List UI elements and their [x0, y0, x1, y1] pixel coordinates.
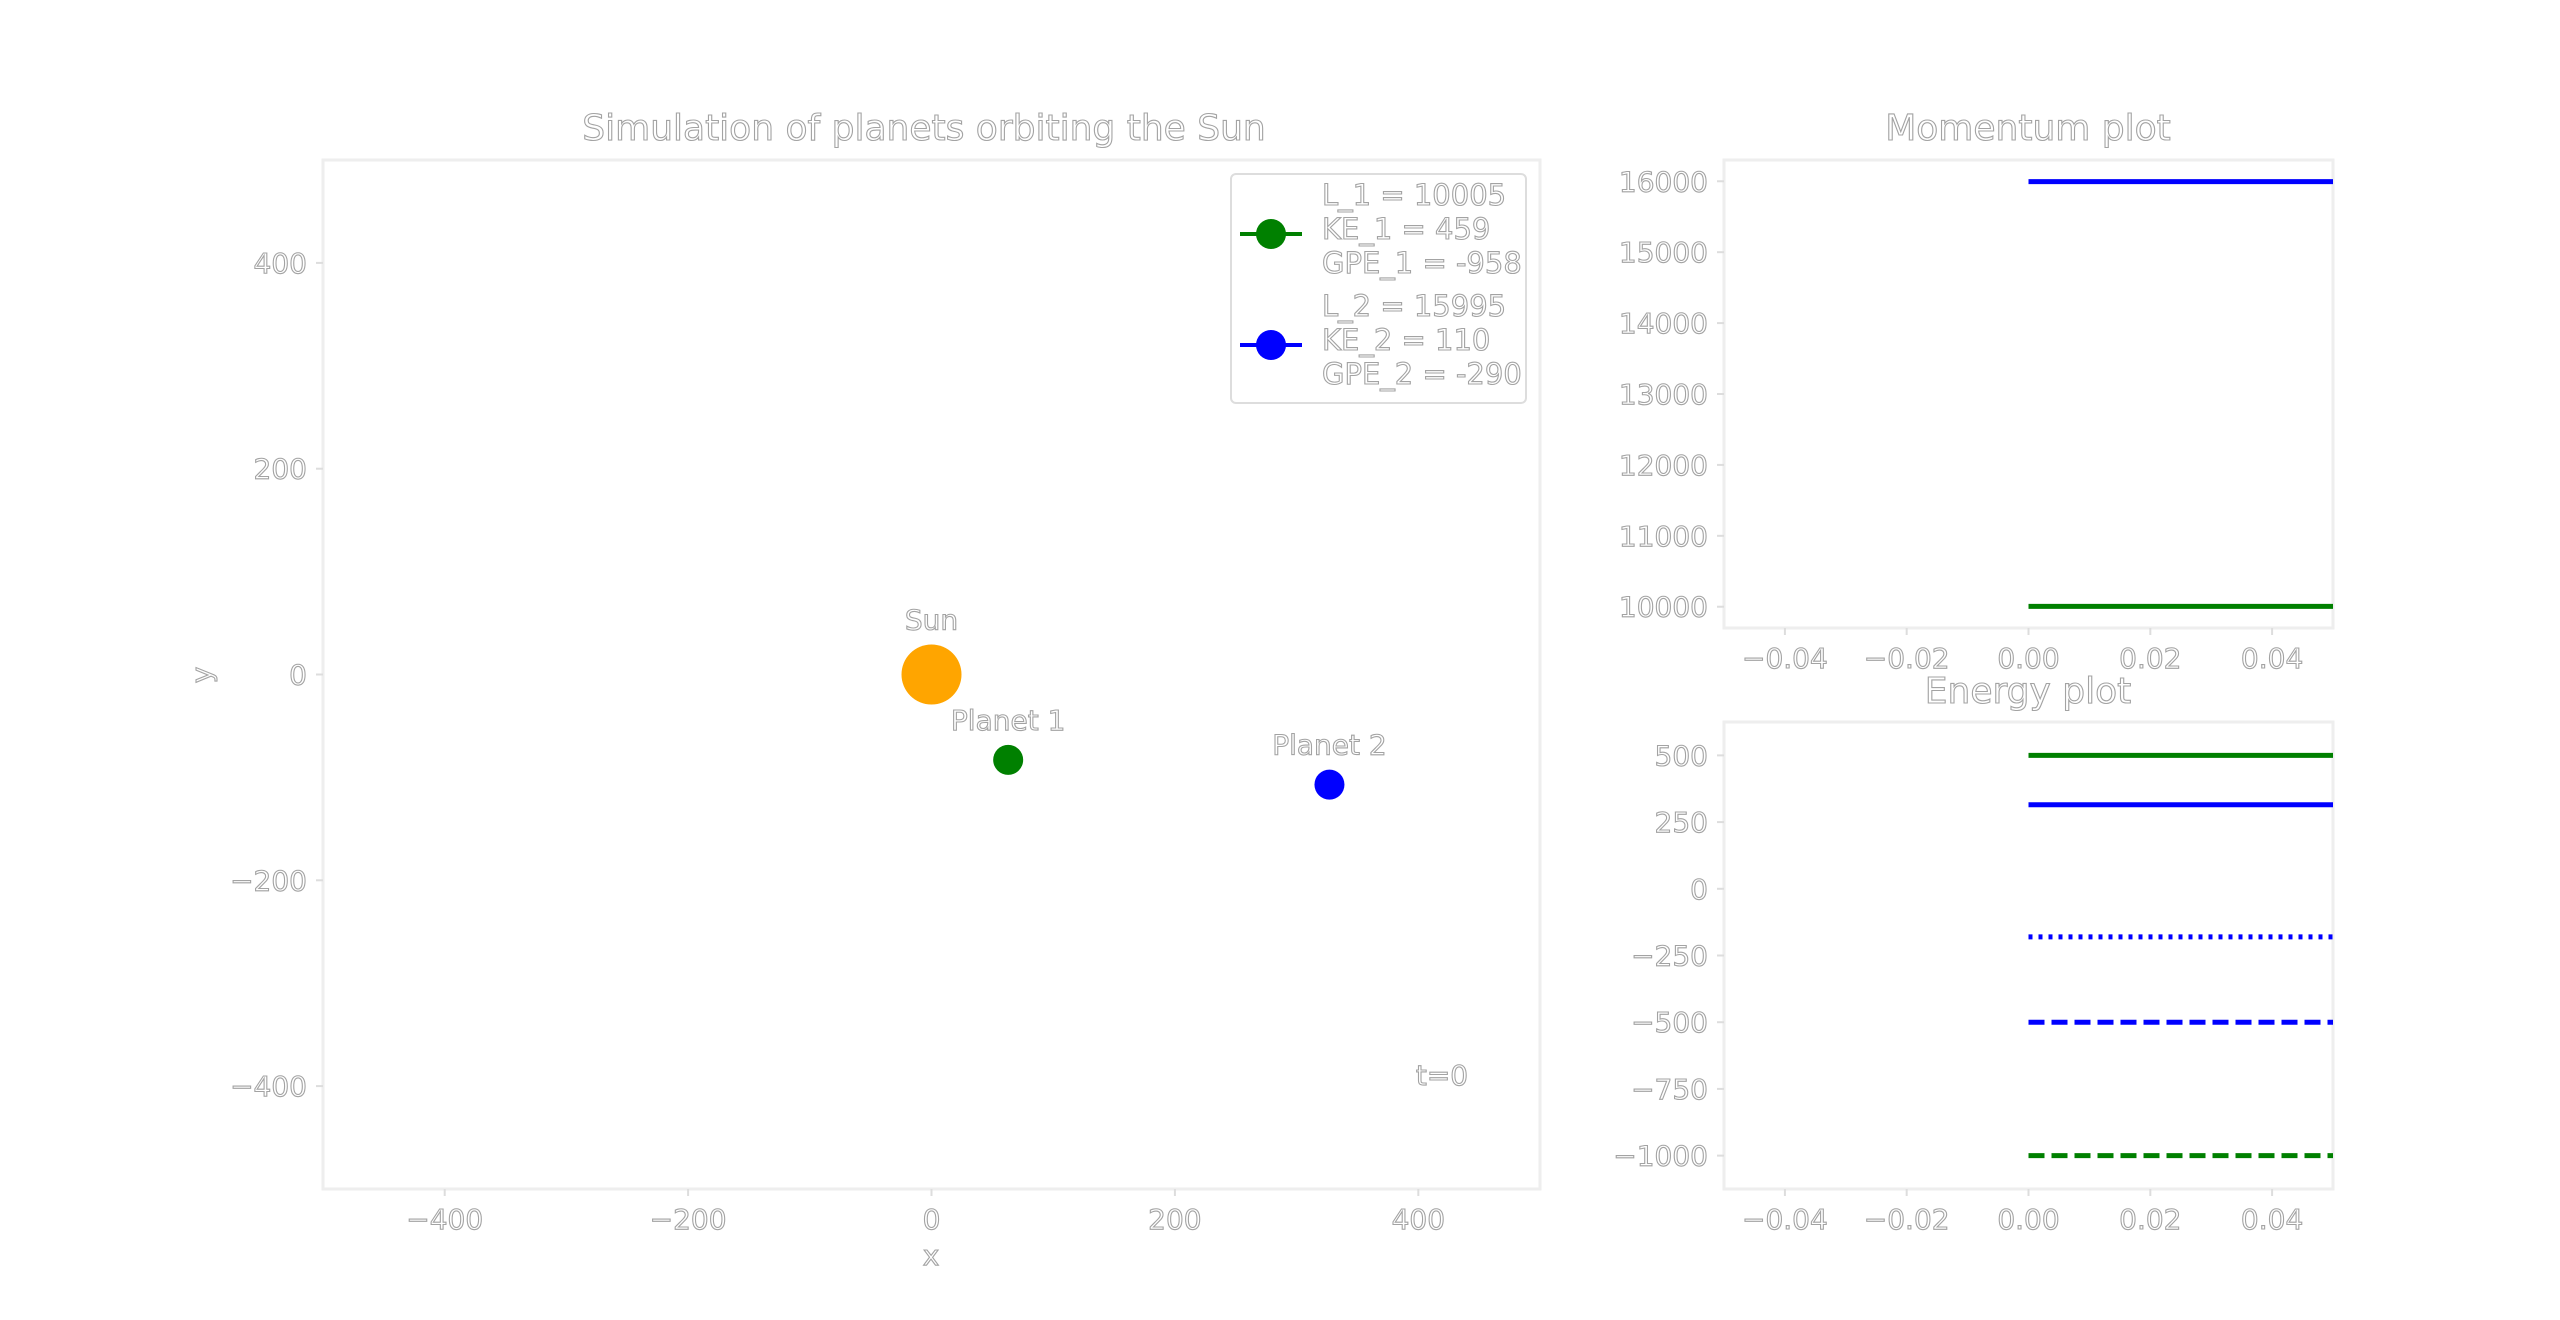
- orbit-y-tick-label: 400: [254, 247, 307, 280]
- energy-y-tick-label: 250: [1655, 806, 1708, 839]
- energy-x-ticks: −0.04 −0.02 0.00 0.02 0.04: [1741, 1189, 2304, 1237]
- momentum-y-tick-label: 16000: [1619, 165, 1708, 198]
- legend-planet-2-kinetic-energy: KE_2 = 110: [1322, 323, 1490, 357]
- planet-2-label: Planet 2: [1272, 729, 1387, 762]
- energy-y-tick-label: 0: [1690, 873, 1708, 906]
- momentum-axes-frame: [1722, 158, 2335, 630]
- energy-x-tick-label: 0.00: [1997, 1203, 2059, 1236]
- orbit-y-tick-label: 0: [289, 659, 307, 692]
- momentum-x-tick-label: −0.02: [1864, 642, 1950, 675]
- legend-planet-1-marker: [1256, 219, 1286, 249]
- energy-series: [2028, 752, 2333, 1159]
- energy-x-tick-label: 0.04: [2241, 1203, 2303, 1236]
- orbit-y-ticks: 400 200 0 −200 −400: [230, 246, 323, 1104]
- momentum-title: Momentum plot: [1885, 108, 2171, 149]
- momentum-series: [2028, 179, 2333, 609]
- sun-label: Sun: [905, 604, 958, 637]
- legend-planet-2-potential-energy: GPE_2 = -290: [1322, 357, 1522, 391]
- momentum-panel: Momentum plot −0.04 −0.02 0.00 0.02 0.04 160…: [1618, 107, 2335, 676]
- energy-y-tick-label: −250: [1631, 940, 1708, 973]
- orbit-points: Sun Planet 1 Planet 2: [901, 603, 1387, 800]
- orbit-y-tick-label: −400: [230, 1070, 307, 1103]
- momentum-x-ticks: −0.04 −0.02 0.00 0.02 0.04: [1741, 628, 2304, 676]
- orbit-x-axis-label: x: [923, 1239, 940, 1272]
- energy-y-tick-label: 500: [1655, 739, 1708, 772]
- legend-planet-1-angular-momentum: L_1 = 10005: [1322, 178, 1506, 212]
- momentum-y-tick-label: 10000: [1619, 591, 1708, 624]
- legend-planet-1-kinetic-energy: KE_1 = 459: [1322, 212, 1490, 246]
- momentum-y-tick-label: 13000: [1619, 378, 1708, 411]
- energy-x-tick-label: −0.02: [1864, 1203, 1950, 1236]
- legend-frame: [1230, 173, 1527, 404]
- orbit-legend: L_1 = 10005 KE_1 = 459 GPE_1 = -958 L_2 …: [1230, 173, 1527, 404]
- momentum-x-tick-label: −0.04: [1742, 642, 1828, 675]
- planet-1-marker: [993, 744, 1024, 775]
- orbit-title: Simulation of planets orbiting the Sun: [582, 108, 1265, 149]
- momentum-y-tick-label: 11000: [1619, 520, 1708, 553]
- energy-y-ticks: 500 250 0 −250 −500 −750 −1000: [1613, 739, 1724, 1173]
- legend-planet-1-potential-energy: GPE_1 = -958: [1322, 246, 1522, 280]
- momentum-y-tick-label: 12000: [1619, 449, 1708, 482]
- energy-x-tick-label: 0.02: [2119, 1203, 2181, 1236]
- momentum-x-tick-label: 0.00: [1997, 642, 2059, 675]
- energy-y-tick-label: −500: [1631, 1006, 1708, 1039]
- orbit-y-tick-label: −200: [230, 864, 307, 897]
- orbit-x-tick-label: 0: [923, 1203, 941, 1236]
- time-annotation: t=0: [1416, 1059, 1468, 1092]
- planet-2-marker: [1314, 769, 1345, 800]
- energy-axes-frame: [1722, 720, 2335, 1191]
- sun-marker: [901, 644, 962, 705]
- orbit-x-ticks: −400 −200 0 200 400: [406, 1189, 1446, 1237]
- orbit-x-tick-label: 400: [1392, 1203, 1445, 1236]
- momentum-x-tick-label: 0.02: [2119, 642, 2181, 675]
- planet-1-label: Planet 1: [951, 704, 1066, 737]
- legend-planet-2-angular-momentum: L_2 = 15995: [1322, 289, 1506, 323]
- orbit-y-tick-label: 200: [254, 453, 307, 486]
- energy-title: Energy plot: [1925, 671, 2131, 712]
- momentum-y-tick-label: 14000: [1619, 307, 1708, 340]
- momentum-x-tick-label: 0.04: [2241, 642, 2303, 675]
- legend-planet-2-marker: [1256, 330, 1286, 360]
- energy-panel: Energy plot −0.04 −0.02 0.00 0.02 0.04 500 25…: [1613, 670, 2335, 1237]
- orbit-x-tick-label: −200: [650, 1203, 727, 1236]
- orbit-x-tick-label: 200: [1148, 1203, 1201, 1236]
- orbit-y-axis-label: y: [185, 667, 218, 684]
- energy-y-tick-label: −1000: [1613, 1140, 1708, 1173]
- momentum-y-tick-label: 15000: [1619, 236, 1708, 269]
- momentum-y-ticks: 16000 15000 14000 13000 12000 11000 10000: [1618, 165, 1724, 624]
- energy-y-tick-label: −750: [1631, 1073, 1708, 1106]
- orbit-panel: Simulation of planets orbiting the Sun −…: [184, 107, 1542, 1273]
- orbit-x-tick-label: −400: [406, 1203, 483, 1236]
- energy-x-tick-label: −0.04: [1742, 1203, 1828, 1236]
